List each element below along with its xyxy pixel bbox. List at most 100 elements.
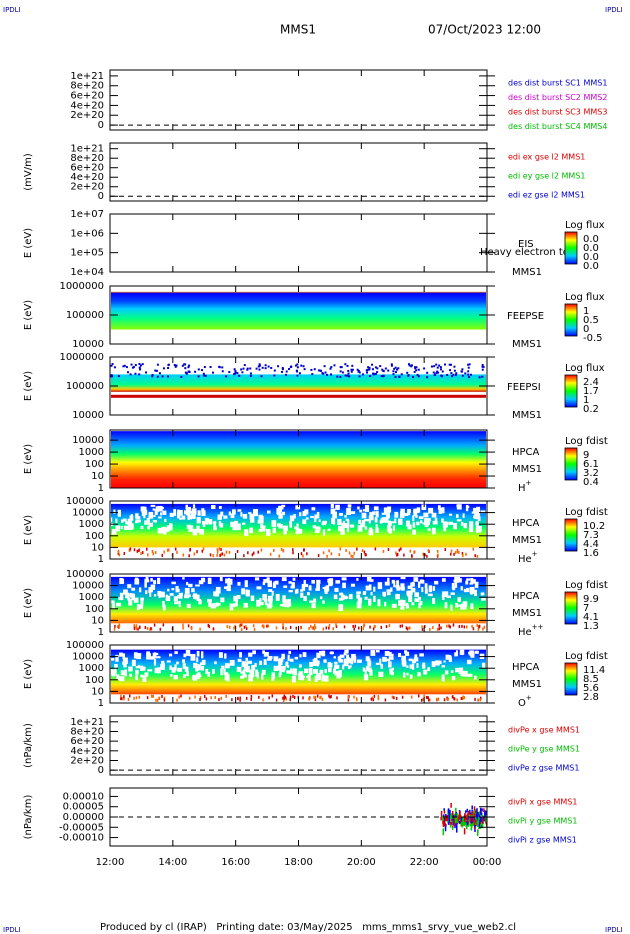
- spectrogram-dot: [317, 369, 320, 372]
- spectrogram-gap: [384, 601, 387, 607]
- spectrogram-gap: [394, 511, 399, 518]
- spectrogram-gap: [255, 669, 258, 677]
- spectrogram-dot: [326, 373, 329, 376]
- spectrogram-gap: [402, 672, 406, 678]
- spectrogram-dot: [187, 366, 190, 369]
- spectrogram-dot: [267, 365, 270, 368]
- spectrogram-gap: [474, 512, 479, 520]
- spectrogram-dot: [308, 626, 310, 630]
- spectrogram-gap: [373, 586, 376, 592]
- spectrogram-gap: [460, 604, 465, 610]
- spectrogram-gap: [123, 662, 127, 668]
- spectrogram-dot: [135, 627, 138, 631]
- spectrogram-dot: [329, 373, 332, 376]
- spectrogram-dot: [463, 625, 466, 629]
- spectrogram-gap: [341, 577, 347, 581]
- spectrogram-dot: [264, 367, 267, 370]
- spectrogram-gap: [455, 650, 459, 657]
- y-tick-label: 2e+20: [70, 110, 104, 121]
- noise: [469, 820, 471, 827]
- spectrogram-gap: [324, 586, 329, 592]
- spectrogram-dot: [328, 549, 330, 553]
- spectrogram-dot: [430, 365, 433, 368]
- spectrogram-gap: [174, 601, 179, 605]
- spectrogram-dot: [295, 369, 298, 372]
- spectrogram-dot: [338, 553, 340, 557]
- spectrogram-gap: [476, 506, 481, 512]
- spectrogram-dot: [462, 554, 464, 558]
- noise: [460, 817, 462, 821]
- spectrogram-dot: [289, 695, 292, 699]
- spectrogram-gap: [282, 601, 286, 607]
- spectrogram-dot: [390, 363, 393, 366]
- spectrogram-gap: [359, 509, 363, 513]
- spectrogram-gap: [450, 592, 455, 595]
- spectrogram-gap: [146, 651, 150, 655]
- spectrogram-gap: [224, 663, 230, 669]
- spectrogram-dot: [146, 547, 148, 551]
- spectrogram-gap: [280, 669, 285, 672]
- spectrogram-dot: [184, 363, 187, 366]
- spectrogram-gap: [241, 661, 247, 668]
- spectrogram-dot: [236, 549, 239, 553]
- y-tick-label: 4e+20: [70, 100, 104, 111]
- spectrogram-dot: [347, 369, 350, 372]
- noise: [440, 816, 442, 821]
- spectrogram-gap: [392, 667, 395, 670]
- spectrogram-gap: [288, 650, 292, 654]
- spectrogram-gap: [316, 579, 321, 584]
- spectrogram-gap: [131, 660, 136, 666]
- spectrogram-gap: [208, 601, 212, 607]
- spectrogram-dot: [396, 368, 399, 371]
- spectrogram-dot: [133, 626, 136, 630]
- colorbar-tick-label: 1.6: [583, 548, 599, 559]
- spectrogram-gap: [135, 513, 139, 518]
- spectrogram-dot: [247, 551, 249, 555]
- noise: [456, 813, 458, 817]
- spectrogram-dot: [205, 697, 208, 701]
- spectrogram-gap: [135, 516, 141, 520]
- spectrogram-dot: [146, 696, 149, 700]
- spectrogram-gap: [153, 658, 157, 666]
- spectrogram-gap: [281, 504, 286, 508]
- spectrogram-gap: [321, 522, 327, 526]
- colorbar-tick-label: 0: [583, 324, 589, 335]
- noise: [484, 817, 486, 822]
- spectrogram-gap: [129, 524, 132, 528]
- spectrogram-gap: [116, 674, 120, 681]
- spectrogram-gap: [357, 597, 363, 603]
- spectrogram-gap: [271, 675, 275, 681]
- noise: [464, 816, 467, 822]
- spectrogram-gap: [153, 652, 157, 658]
- spectrogram-dot: [243, 625, 246, 629]
- spectrogram-dot: [328, 694, 330, 698]
- spectrogram-gap: [249, 527, 254, 534]
- spectrogram-gap: [456, 604, 461, 607]
- spectrogram-dot: [188, 371, 191, 374]
- spectrogram-gap: [368, 584, 372, 591]
- spectrogram-dot: [376, 367, 379, 370]
- colorbar-tick-label: 1: [583, 306, 589, 317]
- colorbar-tick-label: 6.1: [583, 459, 599, 470]
- spectrogram-dot: [353, 695, 355, 699]
- spectrogram-gap: [267, 658, 272, 661]
- spectrogram-gap: [200, 665, 205, 671]
- spectrogram-gap: [375, 524, 378, 530]
- spectrogram-gap: [405, 602, 409, 609]
- spectrogram-dot: [132, 366, 135, 369]
- spectrogram-dot: [261, 624, 264, 628]
- spectrogram-gap: [356, 578, 359, 581]
- spectrogram-gap: [145, 580, 150, 583]
- spectrogram-gap: [139, 604, 144, 609]
- spectrogram-dot: [130, 363, 133, 366]
- spectrogram-dot: [199, 627, 201, 631]
- spectrogram-gap: [417, 672, 421, 677]
- spectrogram-dot: [133, 548, 136, 552]
- spectrogram-gap: [162, 510, 167, 516]
- spectrogram-gap: [119, 676, 125, 682]
- spectrogram-gap: [373, 506, 379, 511]
- colorbar-tick-label: 0.4: [583, 477, 599, 488]
- spectrogram-dot: [406, 627, 409, 631]
- spectrogram-gap: [140, 598, 144, 606]
- x-tick-label: 14:00: [158, 857, 187, 868]
